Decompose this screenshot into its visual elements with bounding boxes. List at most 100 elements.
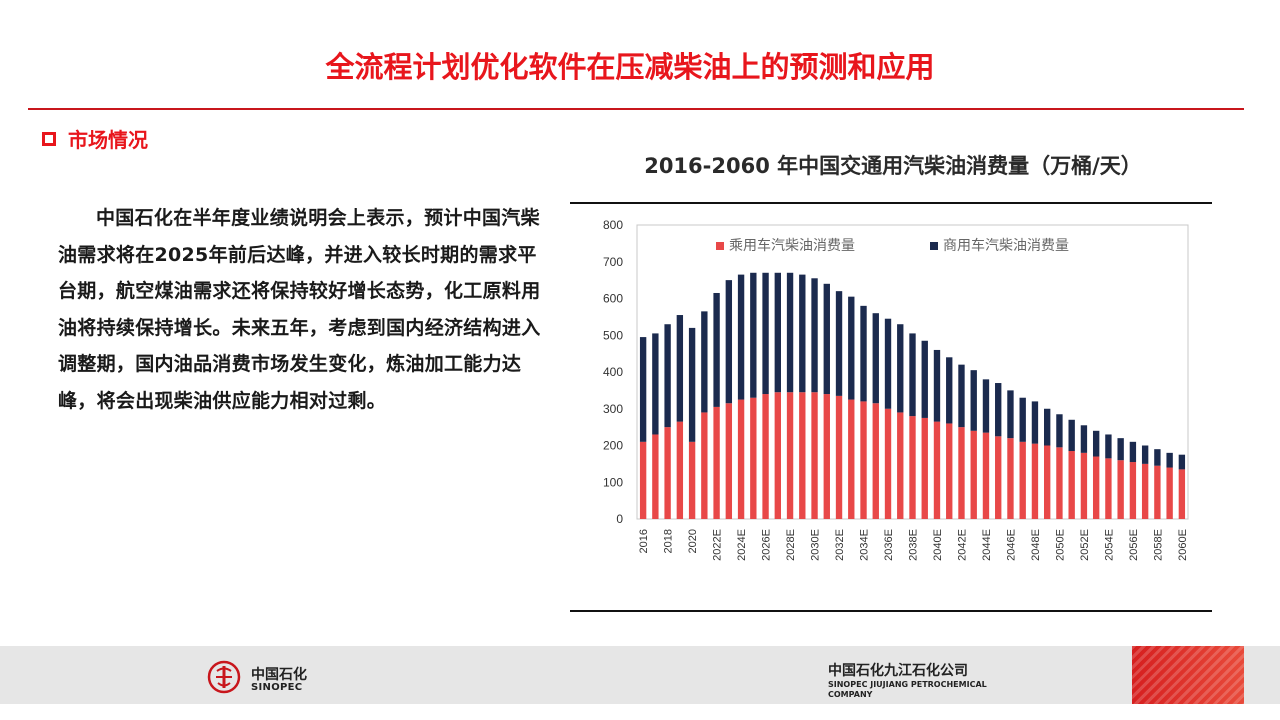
x-tick-label: 2034E (859, 529, 871, 561)
x-tick-label: 2044E (981, 529, 993, 561)
bar-passenger (884, 408, 892, 519)
bar-passenger (737, 399, 745, 519)
x-tick-label: 2024E (736, 529, 748, 561)
bar-passenger (1056, 447, 1063, 519)
x-tick-label: 2028E (785, 529, 797, 561)
bar-commercial (1056, 414, 1063, 448)
bar-commercial (1031, 401, 1039, 444)
x-tick-label: 2046E (1005, 529, 1017, 561)
footer-bar (0, 646, 1280, 704)
y-tick-label: 600 (603, 292, 623, 306)
bar-passenger (652, 434, 659, 519)
bar-passenger (1080, 452, 1088, 519)
bar-commercial (750, 272, 757, 398)
bar-commercial (737, 274, 745, 400)
x-tick-label: 2030E (810, 529, 822, 561)
sinopec-logo-icon (207, 660, 241, 694)
x-tick-label: 2016 (638, 529, 650, 553)
bar-passenger (835, 395, 843, 519)
bar-commercial (652, 333, 659, 435)
bar-passenger (774, 392, 781, 519)
bar-passenger (897, 412, 904, 519)
y-tick-label: 0 (616, 512, 623, 526)
bar-passenger (848, 399, 855, 519)
y-tick-label: 800 (603, 218, 623, 232)
x-tick-label: 2056E (1128, 529, 1140, 561)
bar-commercial (835, 291, 843, 396)
bar-commercial (860, 305, 867, 402)
bar-commercial (664, 324, 671, 428)
bar-commercial (1117, 438, 1124, 461)
legend-label-passenger: 乘用车汽柴油消费量 (729, 237, 855, 254)
bar-passenger (909, 416, 916, 519)
bar-commercial (1129, 441, 1137, 463)
bar-passenger (701, 412, 708, 519)
bar-passenger (762, 394, 769, 519)
bar-commercial (1178, 454, 1186, 470)
bar-passenger (1019, 441, 1026, 519)
bar-passenger (933, 421, 941, 519)
bar-commercial (897, 324, 904, 413)
bar-commercial (1068, 419, 1075, 452)
bar-passenger (750, 397, 757, 519)
x-tick-label: 2036E (883, 529, 895, 561)
bar-commercial (1154, 449, 1161, 466)
bar-passenger (664, 427, 671, 519)
bar-commercial (1019, 397, 1026, 442)
y-tick-label: 700 (603, 255, 623, 269)
consumption-chart: 0 100 200 300 400 500 600 700 800 2016 2018 2020 202… (603, 218, 1189, 561)
bar-passenger (872, 403, 879, 519)
bar-passenger (688, 441, 696, 519)
bar-commercial (725, 280, 733, 404)
body-paragraph: 中国石化在半年度业绩说明会上表示，预计中国汽柴油需求将在2025年前后达峰，并进… (58, 207, 541, 412)
chart-title: 2016-2060 年中国交通用汽柴油消费量（万桶/天） (644, 154, 1142, 178)
bar-commercial (762, 272, 769, 395)
footer-company-en-line1: SINOPEC JIUJIANG PETROCHEMICAL (828, 680, 987, 689)
y-tick-label: 100 (603, 475, 623, 489)
bar-passenger (799, 392, 806, 519)
bar-passenger (823, 394, 830, 519)
bar-passenger (1178, 469, 1186, 519)
bar-passenger (921, 417, 928, 519)
x-tick-label: 2052E (1079, 529, 1091, 561)
bar-commercial (909, 333, 916, 417)
x-tick-label: 2054E (1103, 529, 1115, 561)
bar-commercial (1007, 390, 1014, 439)
bar-passenger (982, 432, 990, 519)
x-tick-label: 2048E (1030, 529, 1042, 561)
bar-commercial (970, 370, 977, 431)
bar-commercial (872, 313, 879, 404)
legend-swatch-passenger (716, 242, 724, 250)
x-tick-label: 2038E (908, 529, 920, 561)
bar-passenger (970, 430, 977, 519)
section-heading: 市场情况 (42, 124, 148, 153)
bar-commercial (1080, 425, 1088, 453)
footer-company-name: 中国石化九江石化公司 (828, 663, 968, 679)
bar-passenger (1105, 458, 1112, 519)
legend-label-commercial: 商用车汽柴油消费量 (943, 237, 1069, 254)
x-tick-label: 2040E (932, 529, 944, 561)
bar-commercial (921, 340, 928, 418)
x-tick-label: 2018 (663, 529, 675, 553)
bar-commercial (884, 318, 892, 409)
bar-passenger (946, 423, 953, 519)
bar-commercial (995, 383, 1002, 437)
x-tick-label: 2060E (1177, 529, 1189, 561)
bar-passenger (1166, 467, 1173, 519)
bar-passenger (811, 392, 818, 519)
x-tick-label: 2042E (956, 529, 968, 561)
footer-company-name-en: SINOPEC JIUJIANG PETROCHEMICAL COMPANY (828, 680, 998, 700)
title-divider (28, 108, 1244, 110)
bar-passenger (1117, 460, 1124, 519)
bar-commercial (1044, 408, 1051, 446)
hollow-square-icon (42, 131, 56, 146)
bar-passenger (1092, 456, 1100, 519)
bar-passenger (786, 392, 794, 519)
x-tick-label: 2032E (834, 529, 846, 561)
chart-bottom-rule (570, 610, 1212, 612)
bar-passenger (1068, 451, 1075, 519)
bar-passenger (676, 421, 684, 519)
bar-commercial (688, 327, 696, 442)
footer-brand-cn: 中国石化 (251, 667, 307, 683)
bar-passenger (1031, 443, 1039, 519)
